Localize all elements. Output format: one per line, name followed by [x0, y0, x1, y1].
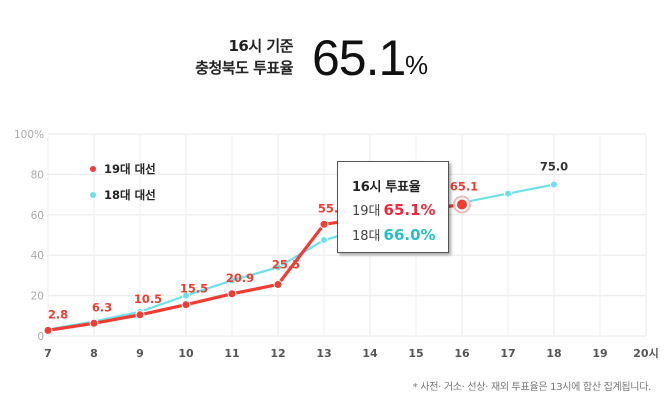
y-tick-label: 40: [31, 250, 44, 262]
data-point: [319, 219, 329, 229]
data-label: 20.9: [226, 271, 254, 285]
x-tick-label: 15: [408, 347, 423, 360]
data-point: [228, 276, 236, 285]
headline-caption: 16시 기준 충청북도 투표율: [195, 35, 293, 79]
headline-region: 충청북도 투표율: [195, 59, 293, 77]
data-point: [89, 318, 99, 328]
data-point: [320, 236, 328, 245]
tooltip-row-value: 66.0%: [383, 226, 436, 244]
data-point: [227, 289, 237, 299]
y-tick-label: 20: [31, 291, 44, 303]
x-tick-label: 18: [546, 347, 561, 360]
highlight-point: [457, 199, 467, 210]
y-tick-label: 100%: [14, 129, 44, 141]
y-tick-label: 80: [31, 169, 44, 181]
data-label: 15.5: [180, 282, 208, 296]
legend-item-19[interactable]: 19대 대선: [90, 156, 156, 182]
y-tick-label: 60: [31, 210, 44, 222]
chart-tooltip: 16시 투표율 19대 65.1% 18대 66.0%: [337, 161, 449, 253]
data-point: [504, 189, 512, 198]
x-tick-label: 20시: [633, 347, 658, 360]
legend-dot-icon: [90, 166, 96, 172]
data-label: 65.1: [450, 179, 478, 193]
data-label: 10.5: [134, 292, 162, 306]
x-tick-label: 8: [90, 347, 98, 360]
data-point: [43, 325, 53, 335]
chart-legend: 19대 대선 18대 대선: [90, 156, 156, 208]
data-label: 2.8: [48, 307, 68, 321]
x-tick-label: 11: [224, 347, 239, 360]
legend-label: 19대 대선: [104, 162, 156, 176]
data-point: [135, 310, 145, 320]
turnout-unit: %: [405, 50, 429, 80]
x-tick-label: 9: [136, 347, 144, 360]
series-19-line: [47, 202, 463, 332]
x-tick-label: 16: [454, 347, 470, 360]
x-tick-label: 10: [178, 347, 194, 360]
x-tick-label: 19: [592, 347, 607, 360]
tooltip-row-19: 19대 65.1%: [352, 200, 436, 219]
y-tick-label: 0: [37, 331, 44, 343]
legend-item-18[interactable]: 18대 대선: [90, 182, 156, 208]
x-tick-label: 14: [362, 347, 378, 360]
legend-dot-icon: [90, 192, 96, 198]
turnout-value: 65.1: [312, 30, 406, 86]
legend-label: 18대 대선: [104, 188, 156, 202]
data-label: 75.0: [540, 160, 568, 174]
data-point: [181, 300, 191, 310]
x-tick-label: 13: [316, 347, 331, 360]
data-point: [274, 263, 282, 272]
tooltip-row-value: 65.1%: [383, 201, 436, 219]
x-tick-label: 7: [44, 347, 52, 360]
data-point: [550, 180, 558, 189]
data-point: [182, 291, 190, 300]
data-label: 6.3: [92, 300, 112, 314]
x-tick-label: 12: [270, 347, 285, 360]
tooltip-row-label: 18대: [352, 229, 381, 244]
tooltip-title: 16시 투표율: [352, 180, 421, 195]
headline: 16시 기준 충청북도 투표율 65.1 %: [0, 28, 671, 88]
tooltip-row-label: 19대: [352, 204, 381, 219]
headline-time: 16시 기준: [228, 37, 294, 55]
x-tick-label: 17: [500, 347, 515, 360]
data-point: [273, 279, 283, 289]
tooltip-row-18: 18대 66.0%: [352, 225, 436, 244]
data-label: 25.5: [272, 257, 300, 271]
footnote: * 사전· 거소· 선상· 재외 투표율은 13시에 합산 집계됩니다.: [412, 382, 652, 393]
